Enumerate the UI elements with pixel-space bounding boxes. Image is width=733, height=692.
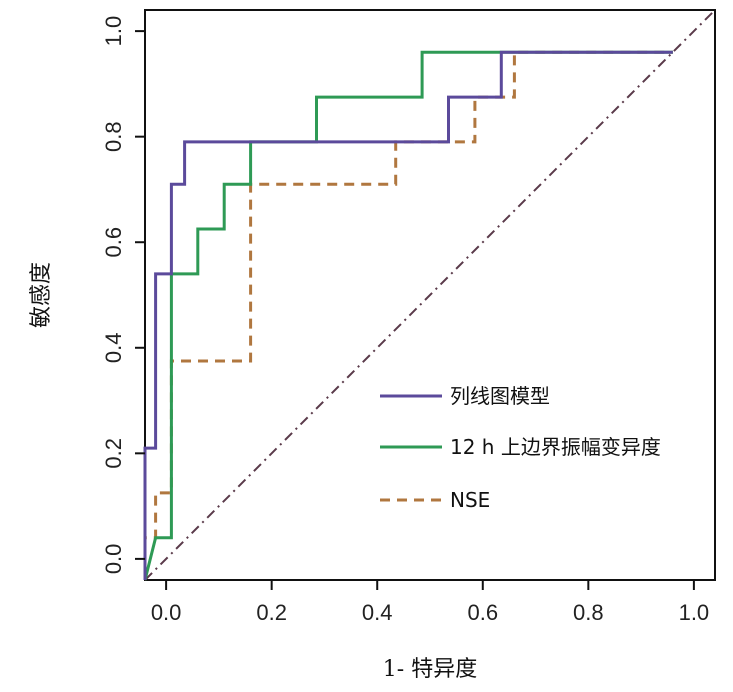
legend: 列线图模型 12 h 上边界振幅变异度 NSE: [380, 384, 661, 512]
series-line-3: [144, 9, 716, 581]
legend-label-upper-amplitude: 12 h 上边界振幅变异度: [450, 435, 661, 459]
y-tick-label: 1.0: [101, 16, 126, 47]
legend-label-nse: NSE: [450, 488, 490, 512]
x-tick-label: 0.8: [573, 600, 604, 625]
x-tick-label: 1.0: [679, 600, 710, 625]
x-tick-label: 0.6: [467, 600, 498, 625]
y-tick-label: 0.4: [101, 332, 126, 363]
y-tick-label: 0.2: [101, 438, 126, 469]
x-tick-label: 0.2: [256, 600, 287, 625]
x-axis-title: 1- 特异度: [383, 657, 477, 682]
plot-frame: [144, 9, 716, 581]
series-line-1: [143, 50, 673, 581]
legend-label-nomogram: 列线图模型: [450, 384, 550, 408]
y-axis: 0.0 0.2 0.4 0.6 0.8 1.0: [101, 16, 145, 574]
x-axis: 0.0 0.2 0.4 0.6 0.8 1.0: [151, 580, 709, 625]
y-tick-label: 0.8: [101, 121, 126, 152]
x-tick-label: 0.0: [151, 600, 182, 625]
y-axis-title: 敏感度: [29, 262, 54, 328]
y-tick-label: 0.0: [101, 544, 126, 575]
x-tick-label: 0.4: [362, 600, 393, 625]
series-line-0: [143, 50, 673, 580]
series-layer: [143, 9, 716, 581]
y-tick-label: 0.6: [101, 227, 126, 258]
